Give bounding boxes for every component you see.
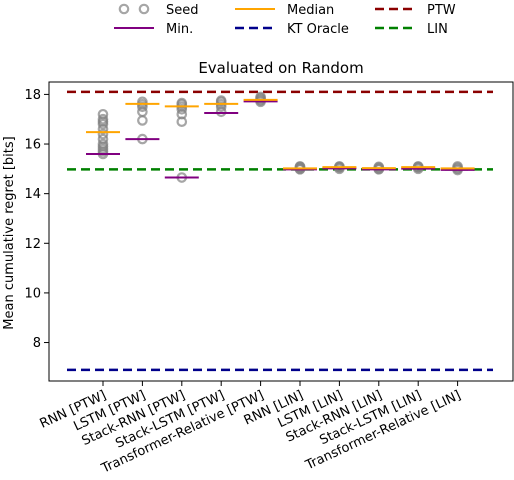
y-axis-label: Mean cumulative regret [bits] [2, 136, 17, 329]
seed-point [137, 96, 148, 108]
seed-point [97, 128, 109, 140]
seed-point [97, 108, 109, 120]
legend-seed-marker [138, 3, 150, 15]
seed-point [97, 138, 109, 150]
legend-median-label: Median [287, 3, 334, 18]
legend-seed-label: Seed [166, 3, 199, 18]
seed-point [97, 113, 109, 125]
legend-kt-oracle-label: KT Oracle [287, 22, 349, 37]
chart-title: Evaluated on Random [198, 59, 363, 77]
legend: Seed Median PTW Min. KT Oracle LIN [114, 3, 456, 37]
seed-point [294, 161, 306, 172]
y-tick-label: 12 [24, 237, 41, 252]
y-tick-label: 14 [24, 187, 41, 202]
plot-frame [48, 81, 514, 382]
seed-point [137, 115, 148, 126]
y-tick-label: 16 [24, 138, 41, 153]
seed-point [97, 133, 109, 145]
plot-area [67, 90, 493, 372]
legend-min-label: Min. [166, 22, 193, 37]
legend-ptw-label: PTW [427, 3, 456, 18]
legend-lin-label: LIN [427, 22, 448, 37]
seed-point [373, 161, 385, 173]
y-tick-label: 8 [33, 336, 41, 351]
legend-seed-marker [118, 3, 130, 15]
y-tick-label: 18 [24, 88, 41, 103]
y-tick-label: 10 [24, 286, 41, 301]
